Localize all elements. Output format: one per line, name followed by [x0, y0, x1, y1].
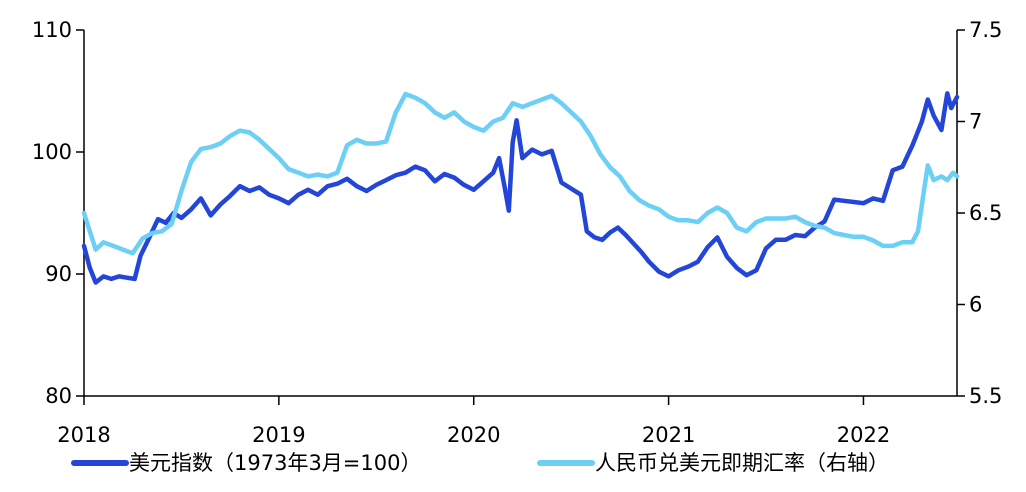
right-tick-label: 6: [969, 293, 982, 317]
right-tick-label: 7: [969, 110, 982, 134]
series-lines: [81, 91, 960, 285]
left-tick-label: 110: [32, 18, 72, 42]
x-tick-label: 2021: [642, 423, 695, 447]
legend-label: 美元指数（1973年3月=100）: [129, 451, 421, 475]
left-tick-label: 90: [45, 262, 72, 286]
left-tick-label: 80: [45, 384, 72, 408]
legend: 美元指数（1973年3月=100） 人民币兑美元即期汇率（右轴）: [71, 451, 889, 475]
x-tick-label: 2019: [252, 423, 305, 447]
legend-label: 人民币兑美元即期汇率（右轴）: [595, 451, 889, 475]
right-tick-label: 6.5: [969, 201, 1002, 225]
right-tick-label: 5.5: [969, 384, 1002, 408]
x-tick-label: 2022: [837, 423, 890, 447]
usd-index-line: [81, 91, 960, 285]
x-tick-label: 2018: [57, 423, 110, 447]
cny-usd-rate-line: [81, 91, 960, 256]
axes: 110 100 90 80 7.5 7 6.5 6 5.5 2018 2019 2020 2021 202…: [32, 18, 1003, 447]
x-tick-label: 2020: [447, 423, 500, 447]
left-tick-label: 100: [32, 140, 72, 164]
right-tick-label: 7.5: [969, 18, 1002, 42]
